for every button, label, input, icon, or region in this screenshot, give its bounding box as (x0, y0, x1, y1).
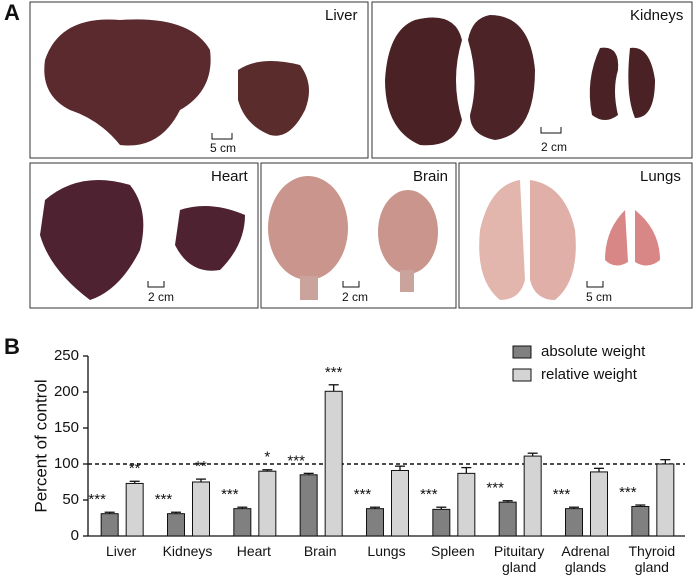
photo-heart: Heart 2 cm (29, 162, 259, 309)
significance-label: *** (287, 452, 305, 469)
y-tick-label: 50 (62, 491, 79, 508)
significance-label: *** (325, 364, 343, 381)
y-tick-label: 100 (54, 455, 79, 472)
bar (565, 508, 583, 537)
significance-label: *** (486, 480, 504, 497)
bar (233, 508, 252, 537)
legend-label: absolute weight (541, 343, 646, 360)
x-tick-label: Liver (105, 543, 137, 559)
y-axis-label: Percent of control (31, 379, 50, 512)
y-tick-label: 250 (54, 347, 79, 364)
bar (258, 470, 277, 537)
significance-label: *** (420, 486, 438, 503)
bar (100, 513, 119, 537)
bar (167, 513, 185, 537)
significance-label: *** (619, 484, 637, 501)
bar (656, 463, 675, 537)
y-tick-label: 150 (54, 419, 79, 436)
legend-label: relative weight (541, 366, 638, 383)
significance-label: *** (221, 486, 239, 503)
photo-label: Kidneys (630, 7, 683, 24)
significance-label: *** (88, 491, 106, 508)
bar (631, 505, 650, 537)
x-tick-label: Adrenal glands (561, 543, 610, 575)
significance-label: ** (129, 460, 141, 477)
legend-swatch (512, 345, 532, 359)
y-tick-label: 200 (54, 383, 79, 400)
legend-swatch (512, 368, 532, 382)
bar (523, 455, 542, 537)
scale-label: 5 cm (210, 141, 236, 155)
bar (366, 508, 384, 537)
x-tick-label: Pituitary gland (493, 543, 545, 575)
scale-label: 2 cm (148, 290, 174, 304)
photo-label: Lungs (640, 168, 681, 185)
photo-brain: Brain 2 cm (260, 162, 457, 309)
y-tick-label: 0 (71, 527, 79, 544)
photo-label: Brain (413, 168, 448, 185)
x-tick-label: Brain (303, 543, 337, 559)
x-tick-label: Lungs (367, 543, 406, 559)
photo-kidneys: Kidneys 2 cm (371, 1, 693, 159)
photo-label: Heart (211, 168, 249, 185)
panel-label: A (4, 0, 20, 25)
x-tick-label: Spleen (431, 543, 475, 559)
x-tick-label: Thyroid gland (628, 543, 676, 575)
significance-label: * (264, 449, 270, 466)
significance-label: *** (354, 486, 372, 503)
x-tick-label: Kidneys (162, 543, 213, 559)
scale-label: 2 cm (342, 290, 368, 304)
scale-label: 5 cm (586, 290, 612, 304)
bar (125, 482, 144, 537)
panel-label: B (4, 334, 20, 359)
bar (432, 508, 451, 537)
significance-label: *** (155, 491, 173, 508)
bar (457, 472, 476, 537)
bar (192, 481, 210, 537)
bar (299, 474, 318, 537)
significance-label: ** (195, 458, 207, 475)
bar (498, 501, 517, 537)
bar (590, 471, 608, 537)
significance-label: *** (553, 486, 571, 503)
photo-label: Liver (325, 7, 358, 24)
photo-liver: Liver 5 cm (29, 1, 369, 159)
photo-lungs: Lungs 5 cm (458, 162, 693, 309)
scale-label: 2 cm (541, 140, 567, 154)
bar (324, 390, 343, 537)
x-tick-label: Heart (236, 543, 271, 559)
bar (391, 469, 409, 537)
